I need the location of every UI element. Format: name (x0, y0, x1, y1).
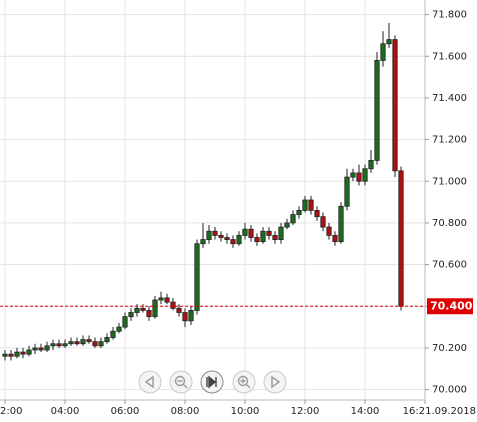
candle-body (362, 168, 368, 182)
candle-body (50, 343, 56, 347)
candle-body (380, 43, 386, 61)
candle-body (194, 243, 200, 311)
y-tick-label: 71.200 (432, 135, 467, 146)
candle-body (236, 235, 242, 245)
candle-body (122, 316, 128, 328)
candle-body (368, 160, 374, 170)
candle-body (338, 205, 344, 243)
candle-body (176, 307, 182, 313)
candle-body (98, 341, 104, 347)
labels: 70.000 70.200 70.400 70.600 70.800 71.000 71.2… (0, 10, 476, 417)
candle-body (224, 237, 230, 240)
y-tick-label: 71.600 (432, 51, 467, 62)
candle-body (80, 339, 86, 345)
x-tick-label: 16:21.09.2018 (403, 406, 476, 417)
candle-body (308, 199, 314, 211)
candle-body (320, 216, 326, 228)
candle-body (146, 310, 152, 318)
candle-body (164, 297, 170, 303)
candle-body (200, 239, 206, 245)
grid (0, 0, 425, 400)
candle-body (62, 343, 68, 347)
candle-body (116, 326, 122, 332)
candle-body (284, 222, 290, 228)
candle-body (326, 226, 332, 236)
candle-body (44, 345, 50, 351)
candle-body (182, 312, 188, 322)
candles (0, 22, 425, 361)
candle-body (350, 172, 356, 178)
candle-body (134, 307, 140, 313)
scroll-left-button[interactable] (138, 370, 162, 394)
candle-body (296, 210, 302, 215)
reset-button[interactable] (200, 370, 224, 394)
candle-body (188, 310, 194, 322)
y-tick-label: 71.400 (432, 93, 467, 104)
candle-body (272, 235, 278, 240)
candle-body (332, 235, 338, 243)
candle-body (260, 230, 266, 243)
candle-body (26, 349, 32, 355)
zoom-out-button[interactable] (169, 370, 193, 394)
candle-body (392, 39, 398, 172)
candle-body (266, 230, 272, 236)
candle-body (302, 199, 308, 211)
candle-body (104, 337, 110, 343)
last-price-label: 70.400 (430, 299, 473, 312)
y-tick-label: 70.200 (432, 343, 467, 354)
candle-body (314, 210, 320, 218)
y-tick-label: 70.800 (432, 218, 467, 229)
x-tick-label: 06:00 (111, 406, 140, 417)
candle-body (56, 343, 62, 347)
last-price-box (427, 298, 473, 315)
x-tick-label: 04:00 (51, 406, 80, 417)
x-tick-label: 14:00 (351, 406, 380, 417)
y-tick-label: 71.800 (432, 10, 467, 21)
candle-body (32, 347, 38, 351)
candle-body (20, 351, 26, 355)
candle-body (68, 341, 74, 345)
candle-body (218, 235, 224, 238)
candle-body (128, 312, 134, 318)
candle-body (158, 297, 164, 301)
candle-body (344, 176, 350, 207)
candle-body (230, 239, 236, 245)
candle-body (242, 228, 248, 236)
candle-body (92, 341, 98, 347)
candle-body (2, 353, 8, 357)
candle-body (356, 172, 362, 182)
candle-body (386, 39, 392, 45)
candle-body (374, 60, 380, 161)
y-tick-label: 71.000 (432, 176, 467, 187)
candle-body (14, 351, 20, 357)
x-tick-label: 12:00 (291, 406, 320, 417)
candle-body (278, 226, 284, 240)
candle-body (140, 307, 146, 311)
x-tick-label: 2:00 (0, 406, 22, 417)
candle-body (74, 341, 80, 345)
candle-body (110, 330, 116, 338)
scroll-right-button[interactable] (263, 370, 287, 394)
x-tick-label: 08:00 (171, 406, 200, 417)
candle-body (254, 237, 260, 243)
candle-body (290, 214, 296, 224)
candle-body (86, 339, 92, 343)
candle-body (8, 353, 14, 357)
candle-body (248, 228, 254, 238)
candle-body (398, 170, 404, 307)
candle-body (152, 299, 158, 318)
zoom-in-button[interactable] (232, 370, 256, 394)
y-tick-label: 70.000 (432, 385, 467, 396)
toolbar (138, 370, 287, 394)
candle-body (206, 230, 212, 240)
candle-body (170, 301, 176, 309)
candle-body (38, 347, 44, 351)
candle-body (212, 230, 218, 236)
y-tick-label: 70.600 (432, 260, 467, 271)
x-tick-label: 10:00 (231, 406, 260, 417)
